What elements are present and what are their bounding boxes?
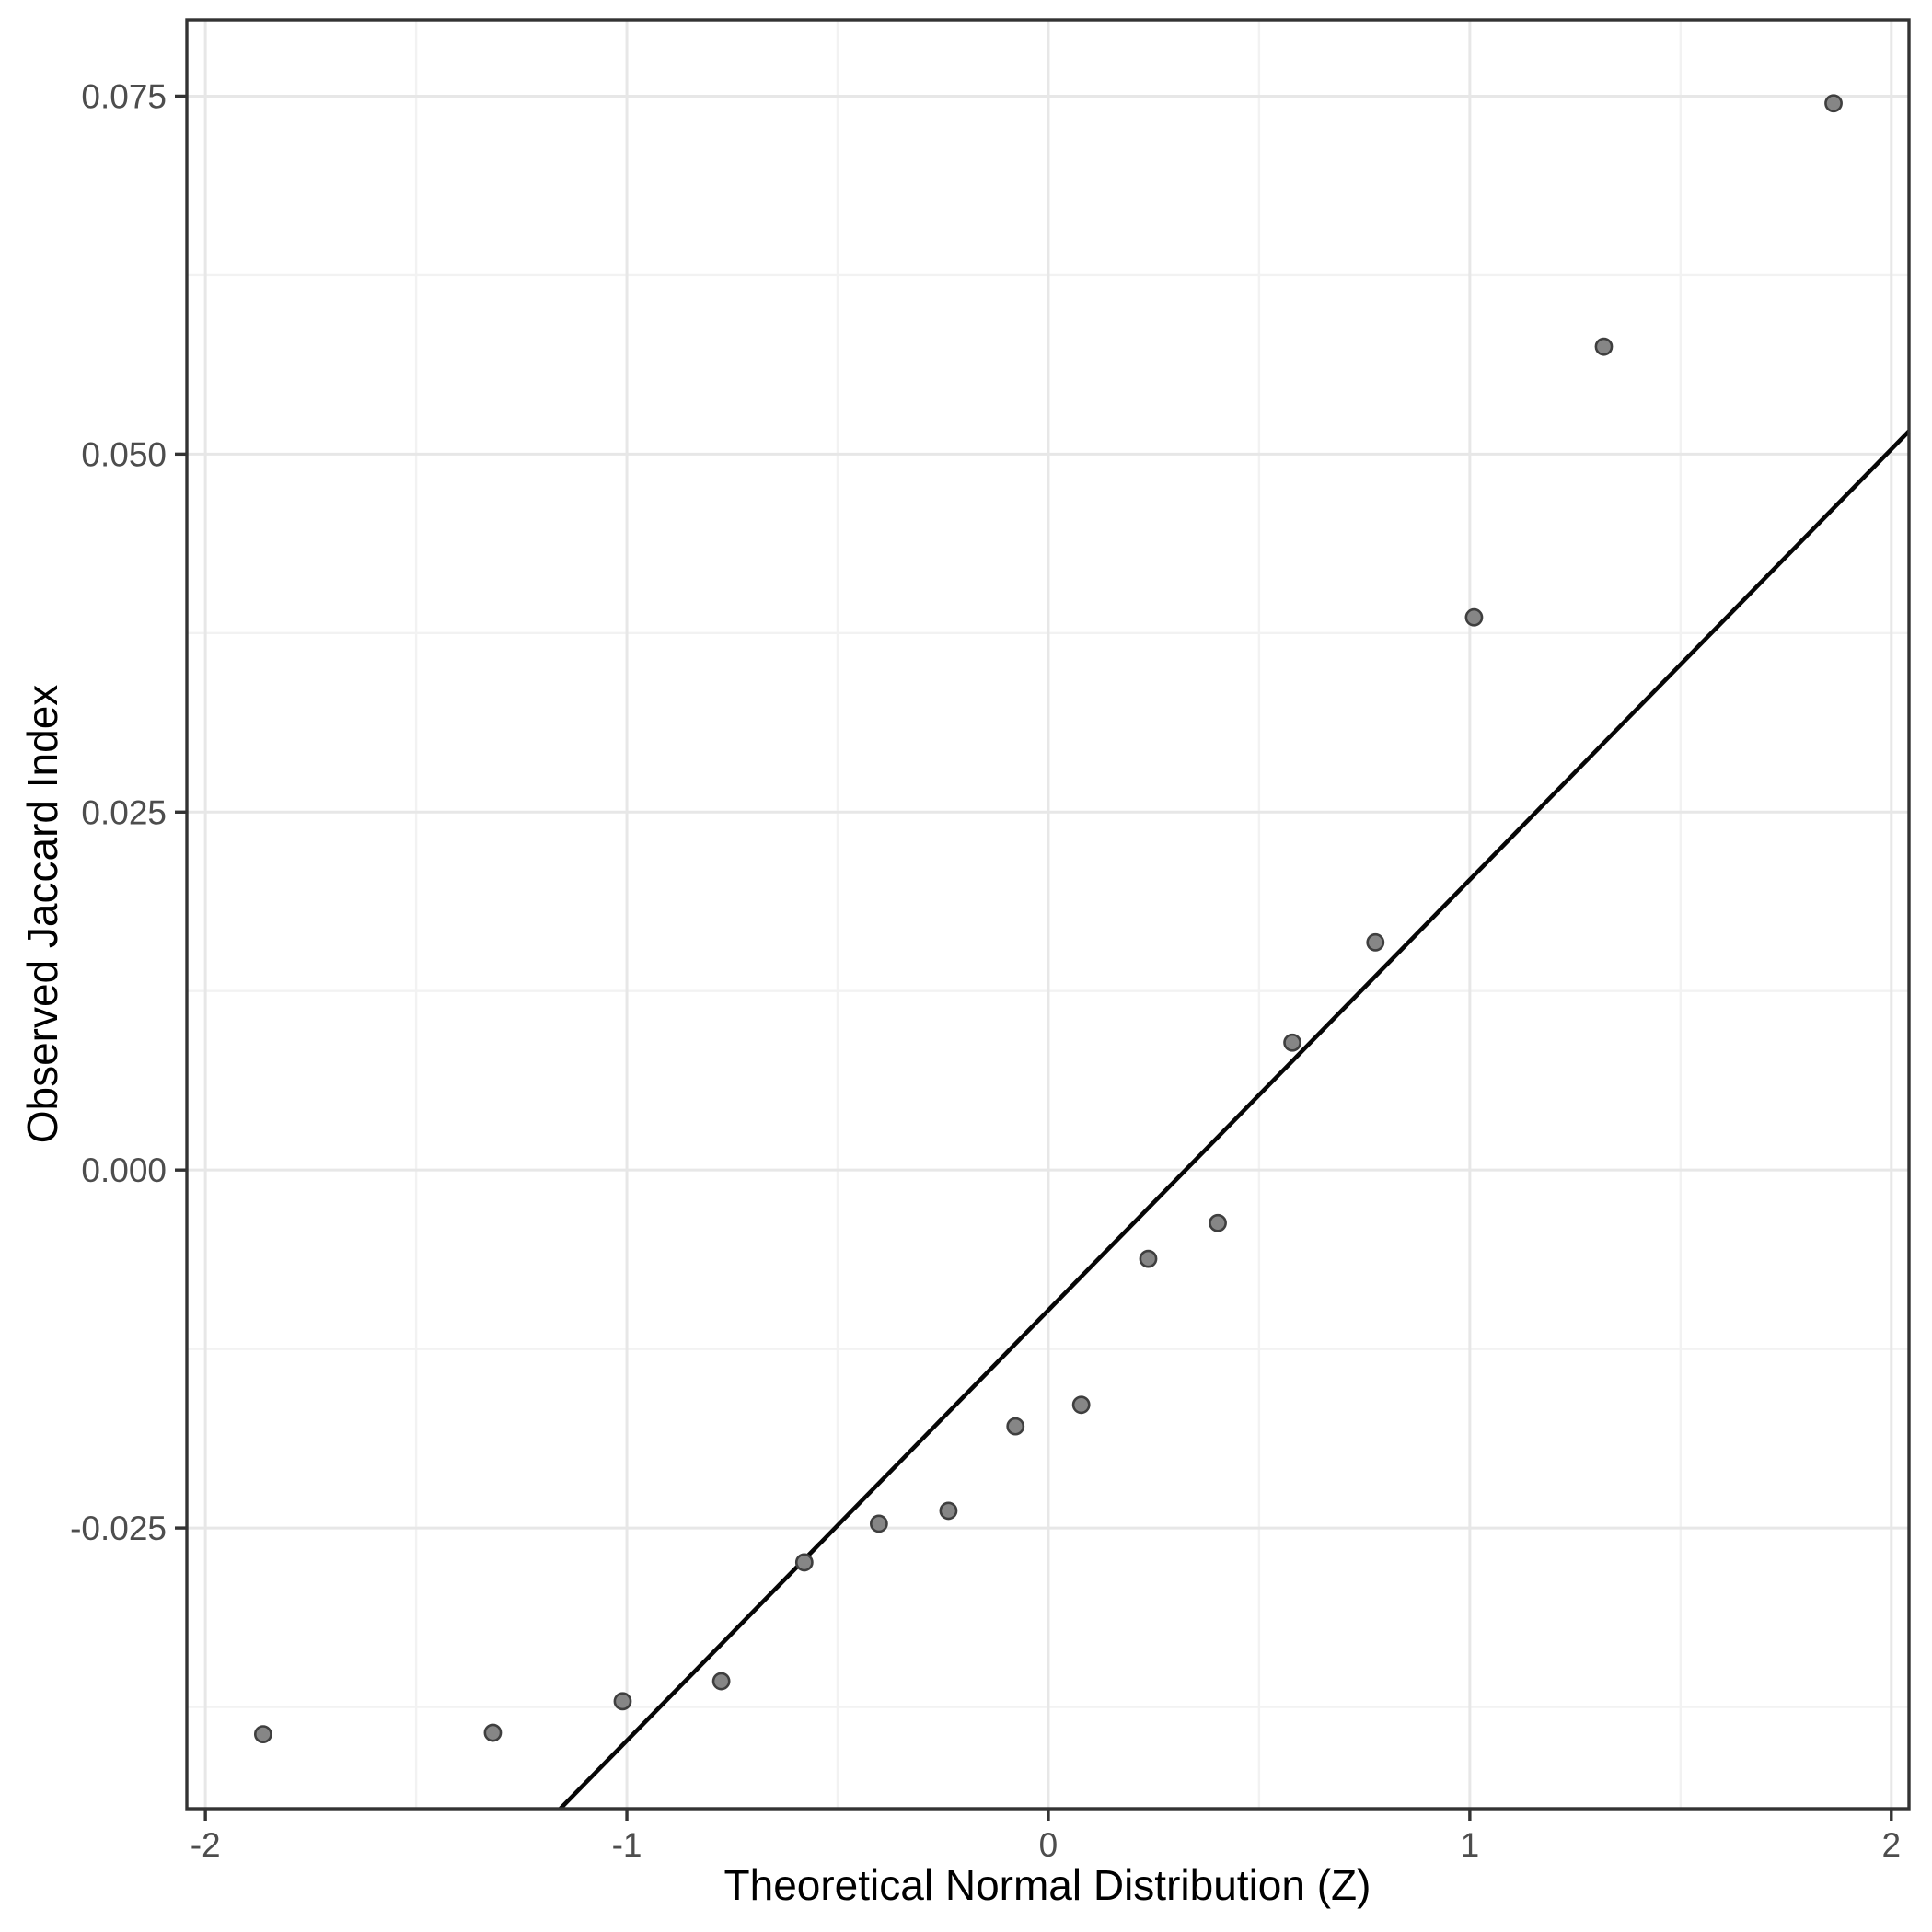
x-axis-title: Theoretical Normal Distribution (Z) <box>724 1861 1371 1909</box>
y-tick-label: -0.025 <box>70 1510 167 1547</box>
qq-scatter-point <box>613 1692 632 1711</box>
qq-reference-line <box>559 429 1911 1811</box>
x-tick-label: 1 <box>1461 1826 1480 1864</box>
y-tick-label: 0.000 <box>81 1151 167 1189</box>
qq-scatter-point <box>483 1723 503 1742</box>
x-tick-label: 2 <box>1881 1826 1901 1864</box>
qq-scatter-point <box>869 1514 888 1533</box>
qq-scatter-point <box>1366 932 1385 952</box>
qq-scatter-point <box>711 1672 731 1691</box>
qq-scatter-point <box>1594 337 1614 356</box>
y-tick-label: 0.025 <box>81 793 167 831</box>
qq-scatter-point <box>1283 1033 1301 1052</box>
qq-scatter-point <box>794 1553 814 1572</box>
qq-scatter-point <box>1209 1213 1227 1232</box>
qq-scatter-point <box>253 1725 272 1744</box>
qq-scatter-point <box>1139 1249 1158 1268</box>
qq-scatter-point <box>1071 1395 1091 1415</box>
gridlines <box>187 20 1909 1809</box>
axis-ticks-layer <box>175 94 1893 1821</box>
qq-scatter-point <box>1006 1417 1025 1436</box>
qq-scatter-point <box>939 1501 958 1521</box>
x-tick-label: -1 <box>612 1826 642 1864</box>
qq-scatter-point <box>1824 94 1843 113</box>
y-axis-title: Observed Jaccard Index <box>18 685 66 1144</box>
x-tick-label: 0 <box>1039 1826 1059 1864</box>
y-tick-label: 0.050 <box>81 435 167 473</box>
y-tick-label: 0.075 <box>81 77 167 115</box>
reference-line-layer <box>559 429 1911 1811</box>
axis-tick-labels-layer: -2 -1 0 1 2 0.075 0.050 0.025 0.000 -0.025 <box>70 77 1901 1864</box>
x-tick-label: -2 <box>191 1826 221 1864</box>
qq-scatter-point <box>1464 607 1484 627</box>
scatter-points-layer <box>253 94 1843 1744</box>
